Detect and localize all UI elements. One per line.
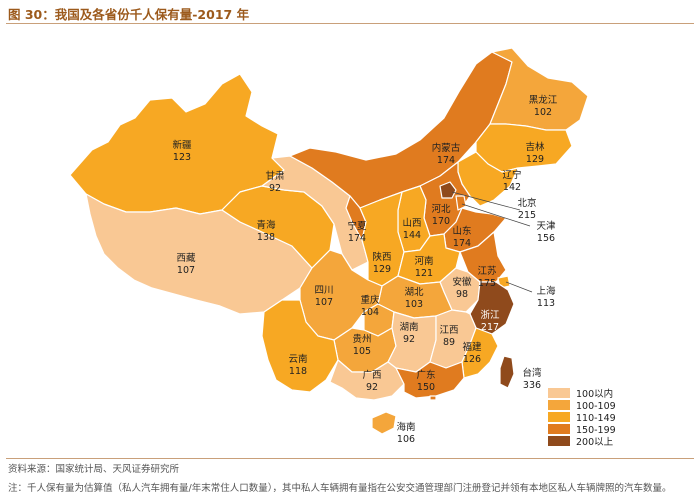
label-neimenggu-name: 内蒙古 bbox=[432, 142, 461, 154]
label-shanxi-name: 山西 bbox=[402, 218, 421, 229]
label-neimenggu-value: 174 bbox=[437, 155, 455, 166]
label-heilongjiang-value: 102 bbox=[534, 107, 552, 118]
label-shanghai-name: 上海 bbox=[536, 285, 556, 297]
label-hunan-name: 湖南 bbox=[399, 321, 418, 333]
label-qinghai-value: 138 bbox=[257, 232, 275, 243]
label-hainan-value: 106 bbox=[397, 434, 415, 445]
legend-swatch-1 bbox=[548, 388, 570, 398]
label-beijing-name: 北京 bbox=[517, 197, 536, 209]
label-xinjiang-name: 新疆 bbox=[172, 139, 192, 151]
label-tianjin-name: 天津 bbox=[536, 221, 556, 232]
label-zhejiang-value: 217 bbox=[481, 322, 499, 333]
label-guangxi-name: 广西 bbox=[362, 369, 381, 381]
label-fujian-value: 126 bbox=[463, 354, 481, 365]
legend: 100以内 100-109 110-149 150-199 200以上 bbox=[548, 388, 616, 448]
label-xizang-name: 西藏 bbox=[176, 252, 196, 264]
label-sichuan-value: 107 bbox=[315, 297, 333, 308]
region-taiwan[interactable] bbox=[499, 355, 515, 389]
label-fujian-name: 福建 bbox=[462, 341, 482, 353]
legend-label-2: 100-109 bbox=[576, 401, 616, 412]
region-beijing[interactable] bbox=[439, 181, 457, 199]
note-text: 注：千人保有量为估算值（私人汽车拥有量/年末常住人口数量），其中私人车辆拥有量指… bbox=[8, 483, 672, 494]
legend-label-4: 150-199 bbox=[576, 425, 616, 436]
label-henan-value: 121 bbox=[415, 268, 433, 279]
label-zhejiang-name: 浙江 bbox=[480, 309, 500, 321]
region-guangdong[interactable] bbox=[395, 361, 465, 399]
label-chongqing-name: 重庆 bbox=[360, 294, 380, 306]
legend-label-3: 110-149 bbox=[576, 413, 616, 424]
legend-swatch-2 bbox=[548, 400, 570, 410]
label-guizhou-value: 105 bbox=[353, 346, 371, 357]
label-taiwan-value: 336 bbox=[523, 380, 541, 391]
leader-tianjin bbox=[461, 203, 531, 227]
label-shanxi-value: 144 bbox=[403, 230, 421, 241]
label-gansu-name: 甘肃 bbox=[265, 170, 284, 182]
label-shanghai-value: 113 bbox=[537, 298, 555, 309]
legend-swatch-5 bbox=[548, 436, 570, 446]
label-hainan-name: 海南 bbox=[396, 421, 415, 433]
label-henan-name: 河南 bbox=[414, 255, 433, 267]
title-divider bbox=[6, 23, 694, 24]
label-anhui-name: 安徽 bbox=[452, 276, 472, 288]
label-beijing-value: 215 bbox=[518, 210, 536, 221]
label-jiangsu-name: 江苏 bbox=[477, 265, 497, 277]
label-liaoning-name: 辽宁 bbox=[502, 169, 521, 181]
label-hubei-name: 湖北 bbox=[404, 287, 424, 298]
label-yunnan-name: 云南 bbox=[288, 353, 307, 365]
label-gansu-value: 92 bbox=[269, 183, 281, 194]
label-anhui-value: 98 bbox=[456, 289, 468, 300]
label-yunnan-value: 118 bbox=[289, 366, 307, 377]
label-hebei-value: 170 bbox=[432, 216, 450, 227]
region-hongkong-macau bbox=[429, 395, 437, 401]
region-guangxi[interactable] bbox=[329, 359, 405, 401]
label-guizhou-name: 贵州 bbox=[352, 333, 371, 345]
label-shaanxi-name: 陕西 bbox=[372, 251, 391, 263]
label-hubei-value: 103 bbox=[405, 299, 423, 310]
label-shandong-name: 山东 bbox=[452, 225, 471, 237]
label-shandong-value: 174 bbox=[453, 238, 471, 249]
label-jilin-value: 129 bbox=[526, 154, 544, 165]
label-ningxia-value: 174 bbox=[348, 233, 366, 244]
label-sichuan-name: 四川 bbox=[314, 285, 333, 296]
label-ningxia-name: 宁夏 bbox=[347, 220, 367, 232]
label-guangdong-name: 广东 bbox=[416, 369, 435, 381]
legend-swatch-4 bbox=[548, 424, 570, 434]
choropleth-map: 新疆 123 西藏 107 青海 138 甘肃 92 内蒙古 174 黑龙江 1… bbox=[0, 26, 700, 454]
label-chongqing-value: 104 bbox=[361, 307, 379, 318]
label-tianjin-value: 156 bbox=[537, 233, 555, 244]
label-shaanxi-value: 129 bbox=[373, 264, 391, 275]
legend-label-1: 100以内 bbox=[576, 388, 613, 400]
leader-beijing bbox=[451, 191, 521, 211]
region-tianjin[interactable] bbox=[455, 195, 467, 211]
label-hunan-value: 92 bbox=[403, 334, 415, 345]
label-guangdong-value: 150 bbox=[417, 382, 435, 393]
label-jiangxi-name: 江西 bbox=[439, 325, 458, 336]
leader-shanghai bbox=[505, 281, 533, 293]
region-hainan[interactable] bbox=[371, 411, 397, 435]
region-yunnan[interactable] bbox=[261, 299, 339, 393]
legend-swatch-3 bbox=[548, 412, 570, 422]
label-jiangxi-value: 89 bbox=[443, 337, 455, 348]
label-jilin-name: 吉林 bbox=[525, 141, 545, 153]
label-heilongjiang-name: 黑龙江 bbox=[529, 94, 558, 106]
source-text: 资料来源：国家统计局、天风证券研究所 bbox=[8, 464, 180, 475]
label-jiangsu-value: 175 bbox=[478, 278, 496, 289]
label-taiwan-name: 台湾 bbox=[522, 367, 542, 379]
label-xinjiang-value: 123 bbox=[173, 152, 191, 163]
label-hebei-name: 河北 bbox=[431, 203, 451, 215]
footer-divider bbox=[6, 458, 694, 459]
label-liaoning-value: 142 bbox=[503, 182, 521, 193]
label-qinghai-name: 青海 bbox=[256, 219, 276, 231]
figure-title: 图 30：我国及各省份千人保有量-2017 年 bbox=[8, 7, 250, 22]
label-xizang-value: 107 bbox=[177, 265, 195, 276]
legend-label-5: 200以上 bbox=[576, 437, 614, 448]
label-guangxi-value: 92 bbox=[366, 382, 378, 393]
